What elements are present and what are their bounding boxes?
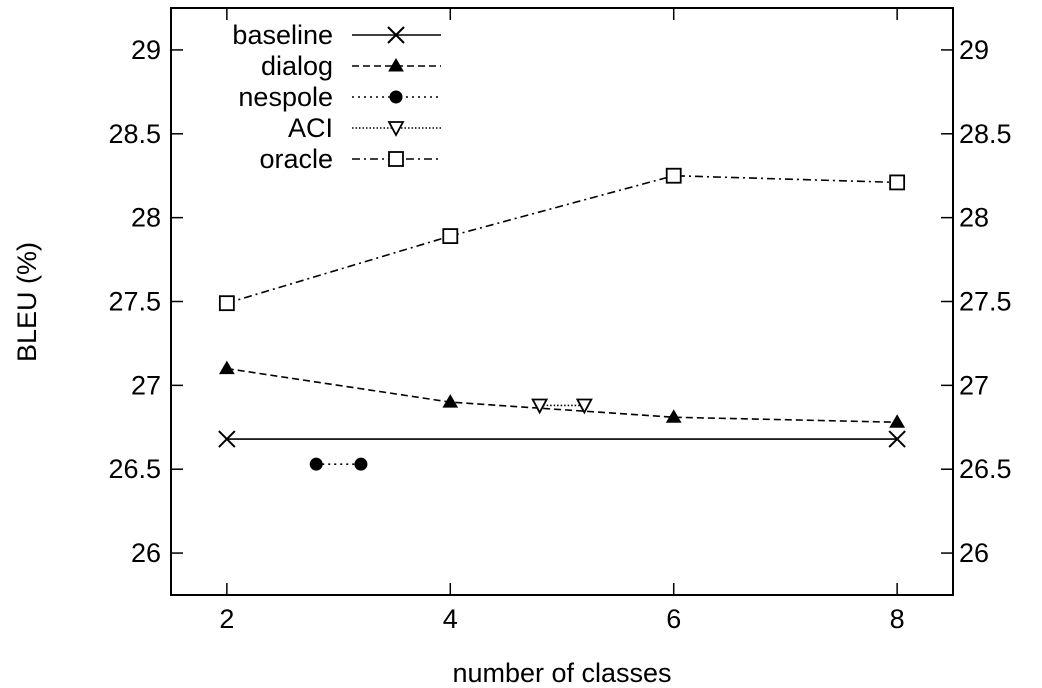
series-aci [531,398,593,415]
y-tick-label-right: 27.5 [959,287,1012,317]
data-point-baseline [888,430,906,448]
y-tick-label-left: 28.5 [108,119,161,149]
x-tick-label: 8 [890,604,905,634]
legend-item-dialog: dialog [261,51,441,81]
y-tick-label-left: 29 [131,35,161,65]
data-point-dialog [218,360,235,375]
y-tick-label-right: 26.5 [959,454,1012,484]
legend-label-dialog: dialog [261,51,333,81]
data-point-oracle [218,295,235,312]
y-tick-label-left: 26.5 [108,454,161,484]
legend-marker-dialog [388,58,404,72]
y-tick-label-right: 27 [959,370,989,400]
legend-item-aci: ACI [288,113,441,143]
y-tick-label-right: 29 [959,35,989,65]
legend-marker-aci [387,121,405,137]
data-point-nespole [354,457,368,471]
series-dialog [218,360,906,428]
series-nespole [309,457,368,471]
x-tick-label: 4 [443,604,458,634]
x-tick-label: 2 [219,604,234,634]
series-baseline [218,430,906,448]
y-tick-label-right: 28 [959,203,989,233]
legend-label-aci: ACI [288,113,333,143]
data-point-nespole [309,457,323,471]
y-tick-label-right: 26 [959,538,989,568]
series-line-dialog [226,367,898,424]
legend-marker-oracle [388,151,404,167]
data-point-aci [575,398,593,415]
x-tick-label: 6 [666,604,681,634]
legend-label-nespole: nespole [238,82,333,112]
legend-item-baseline: baseline [232,20,441,50]
data-point-oracle [665,167,682,184]
data-point-oracle [889,174,906,191]
legend-item-nespole: nespole [238,82,441,112]
data-point-dialog [889,414,906,428]
data-point-oracle [442,228,459,244]
legend-label-baseline: baseline [232,20,333,50]
series-layer [218,167,906,471]
y-tick-label-left: 27 [131,370,161,400]
data-point-baseline [218,430,236,448]
legend-item-oracle: oracle [259,144,441,174]
x-axis-label: number of classes [452,658,671,688]
series-oracle [218,167,906,312]
y-axis-label: BLEU (%) [12,242,42,362]
data-point-dialog [442,394,459,408]
data-point-aci [531,398,549,415]
y-tick-label-right: 28.5 [959,119,1012,149]
data-point-dialog [665,409,682,423]
legend-marker-baseline [387,26,405,44]
y-tick-label-left: 27.5 [108,287,161,317]
legend-label-oracle: oracle [259,144,333,174]
y-tick-label-left: 26 [131,538,161,568]
legend-marker-nespole [389,90,403,104]
y-tick-label-left: 28 [131,203,161,233]
series-line-oracle [226,174,898,304]
